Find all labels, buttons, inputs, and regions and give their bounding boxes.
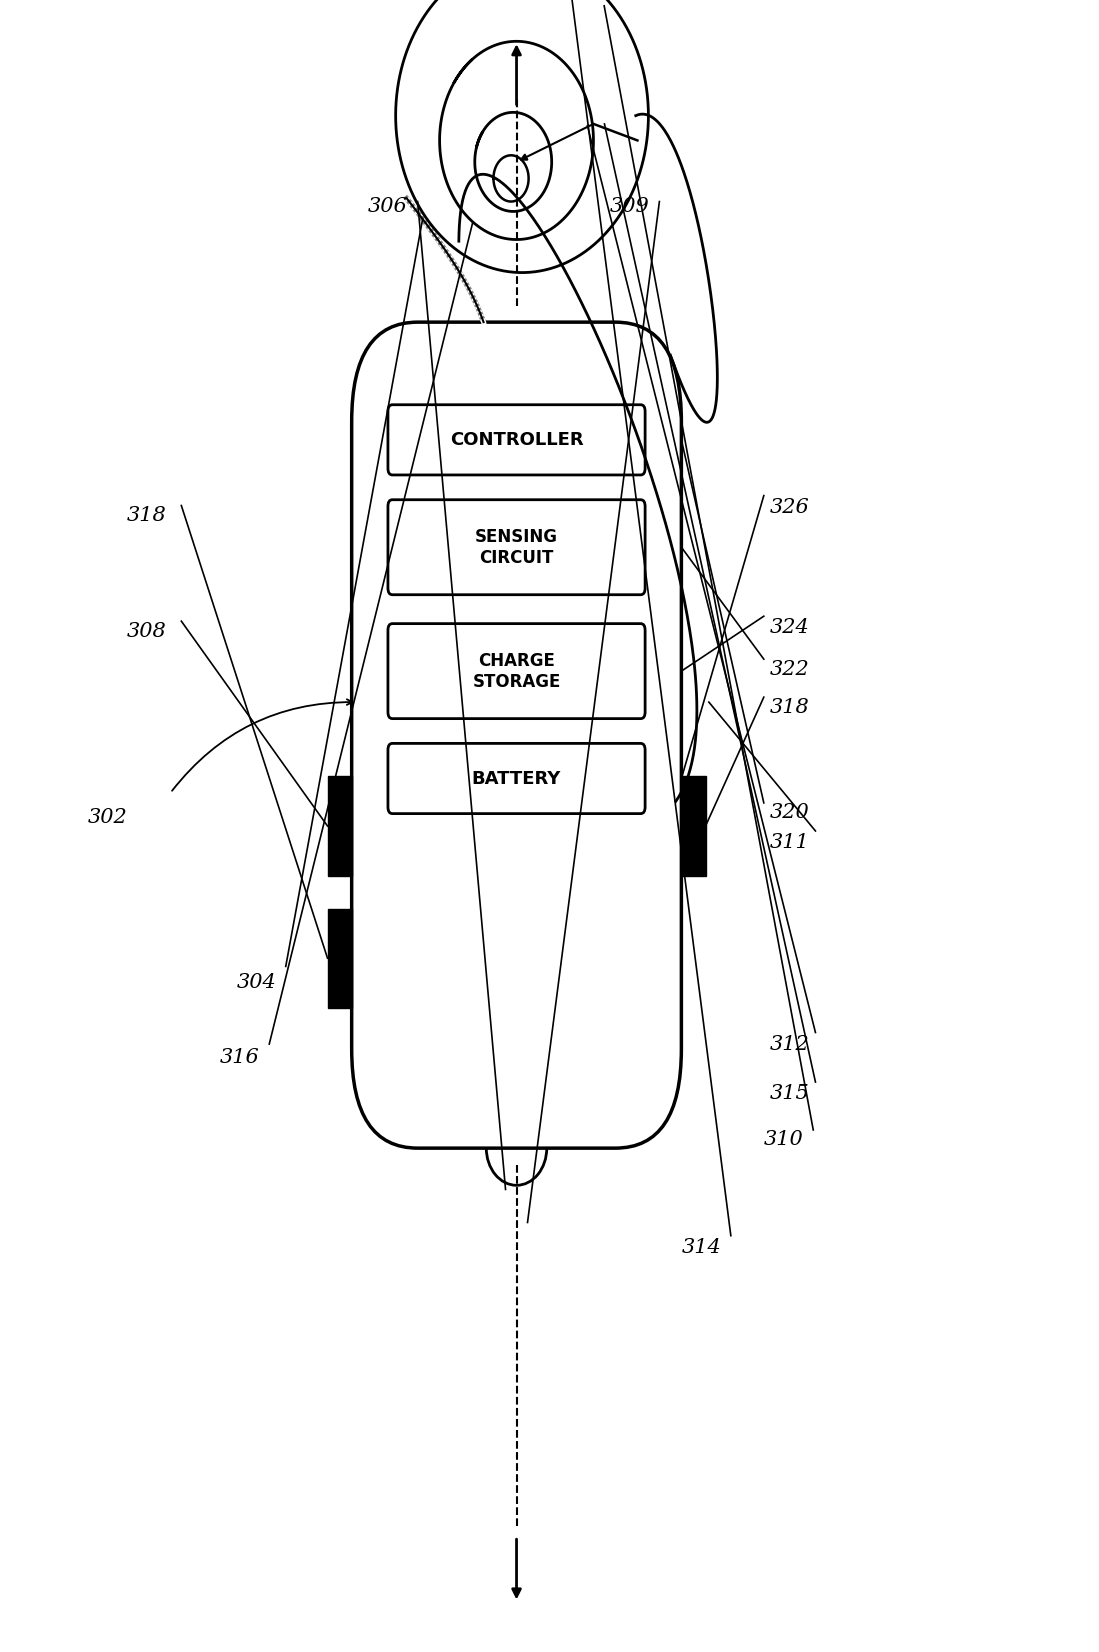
- FancyBboxPatch shape: [388, 405, 645, 476]
- Bar: [328, 776, 352, 876]
- Text: 316: 316: [220, 1047, 259, 1067]
- FancyBboxPatch shape: [388, 501, 645, 595]
- Text: 306: 306: [368, 197, 408, 216]
- Text: 312: 312: [769, 1034, 809, 1054]
- Text: 314: 314: [681, 1237, 721, 1257]
- Text: 310: 310: [764, 1130, 803, 1150]
- Text: 324: 324: [769, 618, 809, 638]
- Text: SENSING
CIRCUIT: SENSING CIRCUIT: [475, 529, 558, 567]
- Text: 308: 308: [126, 621, 166, 641]
- Text: BATTERY: BATTERY: [471, 770, 562, 788]
- Text: CHARGE
STORAGE: CHARGE STORAGE: [473, 653, 560, 691]
- Bar: [328, 909, 352, 1008]
- FancyBboxPatch shape: [388, 743, 645, 813]
- FancyBboxPatch shape: [388, 624, 645, 719]
- FancyBboxPatch shape: [352, 322, 681, 1148]
- Text: CONTROLLER: CONTROLLER: [449, 431, 584, 449]
- Text: 315: 315: [769, 1084, 809, 1104]
- Text: 302: 302: [88, 808, 127, 828]
- Text: 320: 320: [769, 803, 809, 823]
- Text: 318: 318: [769, 697, 809, 717]
- Text: 311: 311: [769, 833, 809, 852]
- Text: 309: 309: [610, 197, 650, 216]
- Bar: [681, 776, 706, 876]
- Text: 322: 322: [769, 659, 809, 679]
- Text: 304: 304: [236, 973, 276, 993]
- Text: 318: 318: [126, 506, 166, 525]
- Text: 326: 326: [769, 497, 809, 517]
